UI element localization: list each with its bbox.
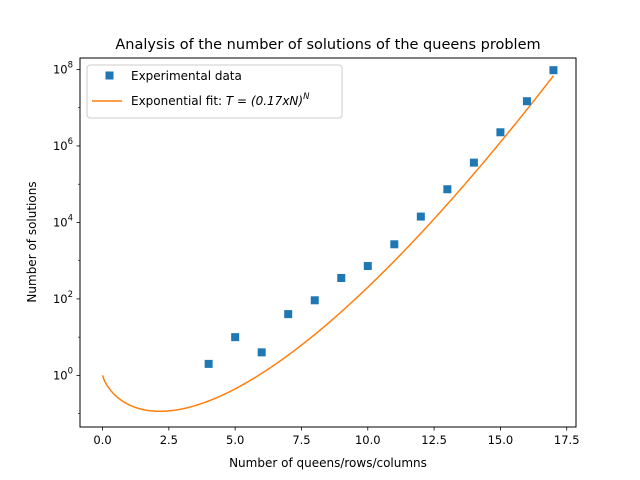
data-point (363, 262, 372, 271)
data-point (231, 333, 240, 342)
data-point (204, 359, 213, 368)
data-point (337, 274, 346, 282)
legend-label-fit-prefix: Exponential fit: (131, 94, 226, 108)
legend-label-fit: Exponential fit: T = (0.17xN)N (131, 92, 310, 108)
data-point (310, 296, 319, 305)
x-tick-label: 2.5 (160, 433, 178, 447)
data-point (257, 348, 266, 357)
legend-label-fit-formula: T = (0.17xN) (226, 94, 303, 108)
y-tick-label: 108 (53, 60, 73, 76)
x-axis-label: Number of queens/rows/columns (229, 456, 427, 470)
legend-label-experimental: Experimental data (131, 69, 242, 83)
data-point (522, 97, 531, 106)
data-point (469, 158, 478, 167)
x-tick-label: 17.5 (554, 433, 580, 447)
y-tick-label: 100 (53, 366, 73, 382)
y-tick-label: 102 (53, 290, 73, 306)
data-point (496, 128, 505, 137)
plot-area (101, 66, 558, 413)
x-tick-label: 7.5 (292, 433, 310, 447)
y-axis-label: Number of solutions (25, 181, 39, 302)
data-point (390, 240, 399, 249)
x-tick-label: 5.0 (226, 433, 244, 447)
legend-marker-experimental (105, 71, 114, 80)
x-tick-label: 0.0 (93, 433, 111, 447)
data-point (549, 66, 558, 75)
legend: Experimental data Exponential fit: T = (… (86, 64, 343, 119)
fit-line (101, 75, 555, 413)
y-tick-label: 104 (53, 213, 73, 229)
legend-box (86, 64, 343, 119)
x-tick-label: 12.5 (421, 433, 447, 447)
y-tick-label: 106 (53, 137, 73, 153)
data-point (443, 185, 452, 194)
x-tick-label: 15.0 (488, 433, 514, 447)
data-point (284, 310, 293, 319)
data-point (416, 212, 425, 221)
axes (79, 57, 577, 428)
x-axis-ticks: 0.0 2.5 5.0 7.5 10.0 12.5 15.0 17.5 (93, 427, 580, 447)
legend-label-fit-exponent: N (303, 92, 310, 102)
x-tick-label: 10.0 (355, 433, 381, 447)
chart-title: Analysis of the number of solutions of t… (115, 37, 540, 53)
y-axis-ticks: 100 102 104 106 108 (53, 60, 80, 414)
axes-frame (79, 57, 577, 428)
